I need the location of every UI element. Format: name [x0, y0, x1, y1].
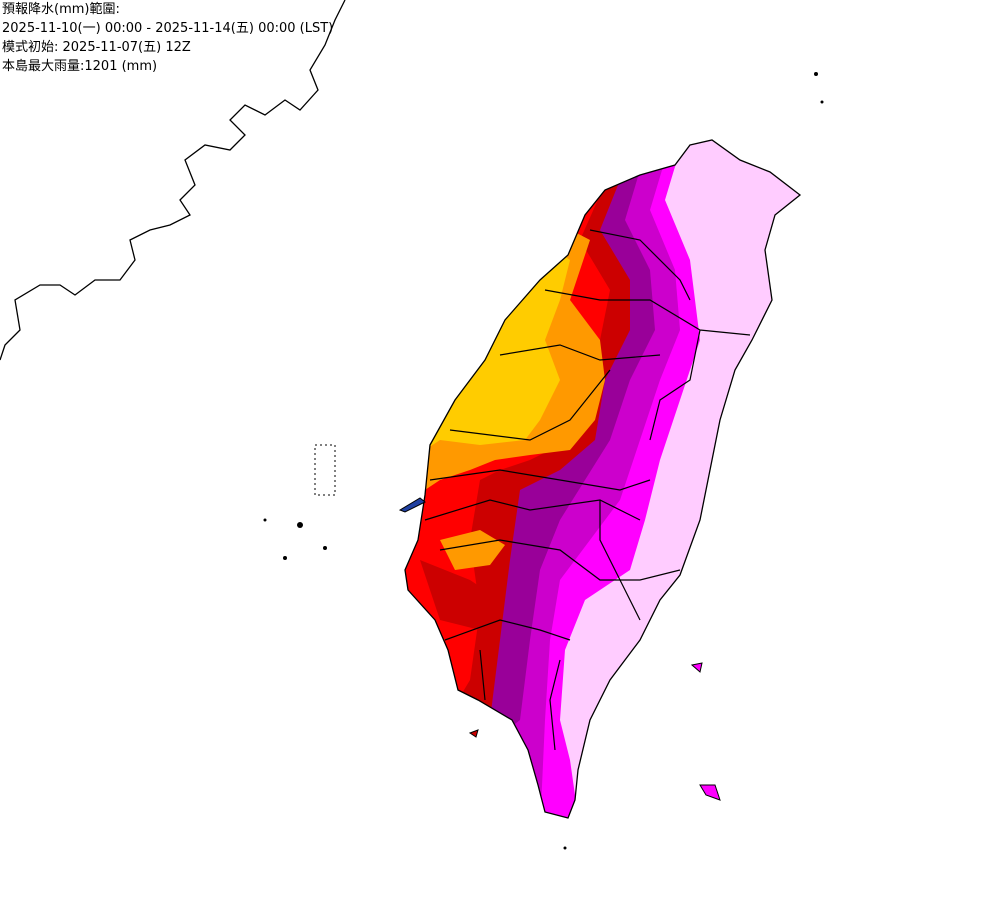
- info-panel: 預報降水(mm)範圍: 2025-11-10(一) 00:00 - 2025-1…: [2, 0, 333, 76]
- orchid-island: [699, 784, 721, 801]
- penghu: [398, 497, 426, 513]
- rainfall-field: [405, 140, 800, 818]
- info-line: 預報降水(mm)範圍:: [2, 2, 120, 17]
- china-coastline: [0, 0, 346, 361]
- info-line: 2025-11-10(一) 00:00 - 2025-11-14(五) 00:0…: [2, 21, 334, 36]
- info-line: 模式初始: 2025-11-07(五) 12Z: [2, 40, 191, 55]
- info-line: 本島最大雨量:1201 (mm): [2, 59, 158, 74]
- county-borders: [424, 229, 751, 751]
- islands: [263, 72, 824, 850]
- green-island: [690, 662, 703, 673]
- liuqiu: [468, 729, 479, 738]
